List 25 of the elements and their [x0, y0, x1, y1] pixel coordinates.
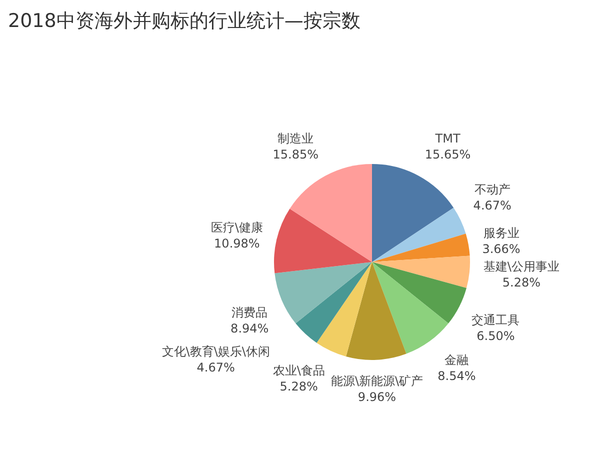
data-label: 10.98%: [214, 236, 260, 251]
slice-label: 能源\新能源\矿产: [330, 374, 424, 388]
slice-label: 交通工具: [472, 313, 520, 328]
slice-label: 农业\食品: [272, 364, 325, 378]
slice-label: 消费品: [232, 305, 268, 320]
data-label: 4.67%: [196, 360, 235, 374]
data-label: 9.96%: [358, 390, 396, 404]
data-label: 5.28%: [502, 276, 540, 290]
slice-label: 医疗\健康: [210, 220, 263, 235]
slice-label: 文化\教育\娱乐\休闲: [162, 344, 270, 358]
slice-label: 制造业: [278, 132, 314, 146]
data-label: 3.66%: [482, 242, 520, 256]
slice-label: TMT: [434, 131, 461, 146]
data-label: 4.67%: [473, 198, 512, 212]
data-label: 15.65%: [424, 147, 471, 162]
data-label: 5.28%: [280, 380, 318, 394]
slice-label: 金融: [444, 352, 469, 367]
slice-label: 基建\公用事业: [483, 260, 560, 274]
data-label: 8.94%: [230, 321, 269, 336]
data-label: 6.50%: [476, 329, 515, 344]
slice-label: 服务业: [483, 226, 520, 240]
data-label: 15.85%: [272, 148, 318, 162]
slice-label: 不动产: [474, 182, 510, 196]
chart-title: 2018中资海外并购标的行业统计—按宗数: [8, 9, 360, 34]
data-label: 8.54%: [438, 368, 476, 383]
